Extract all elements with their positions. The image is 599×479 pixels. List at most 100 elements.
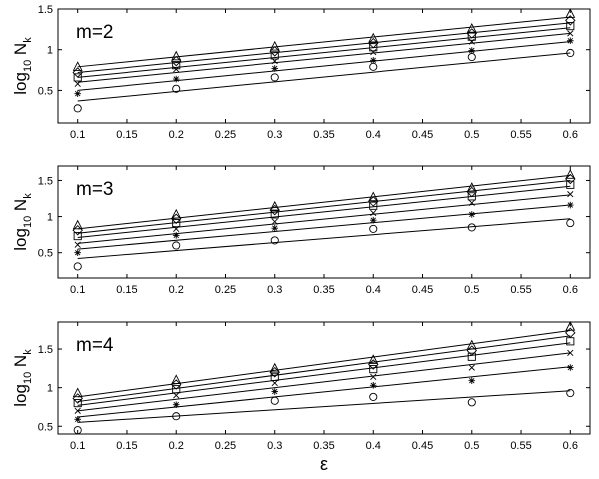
y-tick-labels: 0.5 1 1.5: [38, 344, 53, 433]
point-x: [173, 392, 180, 399]
y-axis-label: log10 Nk: [11, 349, 34, 407]
fit-lines: [77, 174, 571, 259]
fit-line-x: [77, 32, 571, 83]
x-tick-label: 0.2: [169, 129, 184, 141]
y-tick-label: 0.5: [38, 248, 53, 260]
point-diamond: [72, 67, 83, 78]
point-asterisk: [566, 364, 574, 371]
x-tick-label: 0.3: [267, 284, 282, 296]
point-triangle: [72, 219, 83, 230]
panel-label: m=3: [76, 179, 114, 200]
fit-line-triangle: [77, 174, 571, 230]
point-x: [271, 379, 278, 387]
fit-line-circle: [77, 52, 571, 102]
point-square: [172, 219, 181, 228]
x-tick-label: 0.6: [563, 440, 578, 452]
point-diamond: [368, 359, 379, 370]
point-circle: [369, 224, 378, 233]
point-square: [172, 61, 181, 70]
x-tick-labels: 0.1 0.15 0.2 0.25 0.3 0.35 0.4 0.45 0.5 0.55 0.6: [70, 440, 578, 452]
y-tick-label: 1: [47, 212, 53, 224]
point-square: [467, 352, 476, 361]
point-asterisk: [468, 211, 476, 218]
point-asterisk: [172, 401, 180, 408]
point-asterisk: [566, 37, 574, 45]
x-axis-label: ε: [320, 454, 328, 474]
point-square: [73, 399, 82, 408]
point-diamond: [466, 186, 478, 198]
point-diamond: [368, 196, 379, 207]
point-x: [468, 199, 475, 206]
y-tick-labels: 0.5 1 1.5: [38, 4, 53, 97]
y-tick-labels: 0.5 1 1.5: [38, 175, 53, 259]
point-circle: [73, 262, 82, 271]
point-circle: [270, 396, 279, 405]
x-tick-label: 0.55: [510, 440, 531, 452]
panel-m4: 0.1 0.15 0.2 0.25 0.3 0.35 0.4 0.45 0.5 0.55 0.6 0…: [11, 321, 591, 452]
point-triangle: [466, 22, 477, 33]
point-circle: [73, 426, 82, 435]
x-tick-labels: 0.1 0.15 0.2 0.25 0.3 0.35 0.4 0.45 0.5 0.55 0.6: [70, 129, 578, 141]
x-tick-label: 0.3: [267, 129, 282, 141]
y-tick-label: 1.5: [38, 4, 53, 16]
x-tick-label: 0.5: [464, 284, 479, 296]
point-x: [173, 66, 180, 73]
fit-line-diamond: [77, 22, 571, 74]
point-diamond: [565, 15, 576, 26]
axis-ticks: [58, 8, 590, 123]
point-square: [73, 73, 82, 82]
point-triangle: [72, 61, 83, 71]
x-tick-label: 0.45: [412, 129, 433, 141]
point-triangle: [565, 8, 576, 18]
x-tick-label: 0.15: [116, 440, 137, 452]
x-tick-label: 0.1: [70, 440, 85, 452]
x-tick-label: 0.35: [313, 284, 334, 296]
point-diamond: [565, 173, 576, 185]
data-markers: [72, 8, 576, 113]
point-triangle: [269, 200, 280, 211]
point-triangle: [368, 354, 379, 364]
fit-line-square: [77, 27, 571, 78]
fit-line-asterisk: [77, 41, 571, 91]
point-circle: [566, 219, 575, 228]
point-square: [467, 32, 476, 41]
x-tick-label: 0.3: [267, 440, 282, 452]
x-tick-label: 0.25: [215, 129, 236, 141]
point-circle: [467, 52, 476, 62]
point-square: [369, 43, 378, 52]
fit-line-x: [77, 352, 571, 412]
point-asterisk: [271, 65, 279, 72]
point-triangle: [368, 32, 379, 43]
panel-label: m=2: [76, 22, 114, 43]
fit-line-circle: [77, 218, 571, 259]
x-tick-label: 0.25: [215, 440, 236, 452]
x-tick-label: 0.25: [215, 284, 236, 296]
point-triangle: [72, 387, 83, 398]
point-circle: [566, 389, 575, 398]
data-markers: [72, 169, 576, 271]
point-asterisk: [369, 382, 377, 389]
x-tick-label: 0.4: [366, 129, 381, 141]
point-triangle: [466, 339, 477, 350]
x-tick-label: 0.5: [464, 440, 479, 452]
point-x: [370, 373, 377, 380]
y-tick-label: 0.5: [38, 421, 53, 433]
x-tick-label: 0.4: [366, 284, 381, 296]
point-circle: [73, 104, 82, 113]
x-tick-label: 0.55: [510, 284, 531, 296]
fit-lines: [77, 330, 571, 423]
y-tick-label: 1.5: [38, 175, 53, 187]
x-tick-label: 0.15: [116, 129, 137, 141]
point-square: [270, 372, 279, 381]
point-asterisk: [172, 232, 180, 239]
fit-line-x: [77, 194, 571, 244]
point-triangle: [466, 182, 477, 192]
x-tick-label: 0.1: [70, 129, 85, 141]
x-tick-label: 0.5: [464, 129, 479, 141]
fit-line-circle: [77, 390, 571, 423]
point-asterisk: [566, 201, 574, 209]
point-x: [567, 349, 574, 357]
y-axis-label: log10 Nk: [11, 37, 34, 95]
point-x: [271, 218, 278, 225]
